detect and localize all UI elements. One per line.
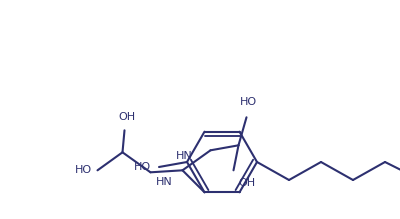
- Text: HO: HO: [74, 165, 92, 175]
- Text: HN: HN: [176, 151, 192, 161]
- Text: HO: HO: [134, 162, 151, 172]
- Text: HO: HO: [240, 97, 257, 107]
- Text: HN: HN: [156, 177, 173, 187]
- Text: OH: OH: [118, 112, 135, 122]
- Text: OH: OH: [238, 178, 256, 188]
